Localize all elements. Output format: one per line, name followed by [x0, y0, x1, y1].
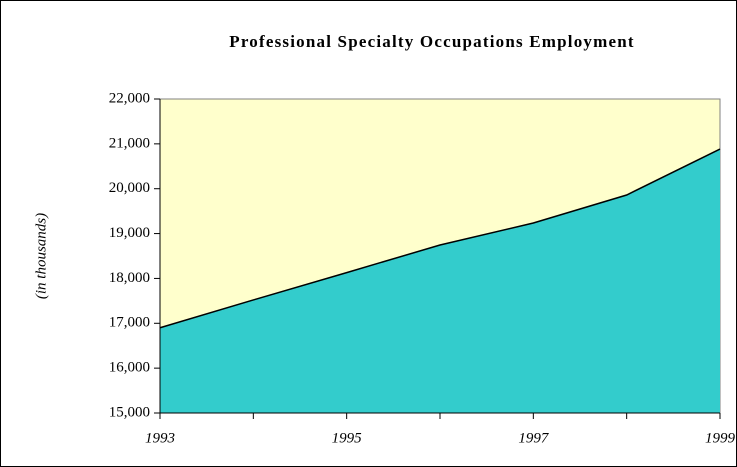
y-tick-label: 20,000	[109, 180, 150, 196]
y-tick-label: 19,000	[109, 225, 150, 241]
x-tick-label: 1995	[332, 430, 363, 446]
y-tick-label: 16,000	[109, 360, 150, 376]
area	[160, 149, 720, 413]
y-axis-label: (in thousands)	[33, 213, 49, 299]
x-tick-label: 1999	[705, 430, 736, 446]
chart-title: Professional Specialty Occupations Emplo…	[229, 32, 635, 51]
x-tick-label: 1997	[518, 430, 550, 446]
y-tick-label: 21,000	[109, 135, 150, 151]
area-line	[159, 148, 721, 329]
y-tick-label: 18,000	[109, 270, 150, 286]
y-tick-label: 15,000	[109, 404, 150, 420]
y-tick-label: 22,000	[109, 90, 150, 106]
x-tick-label: 1993	[145, 430, 175, 446]
y-tick-label: 17,000	[109, 315, 150, 331]
